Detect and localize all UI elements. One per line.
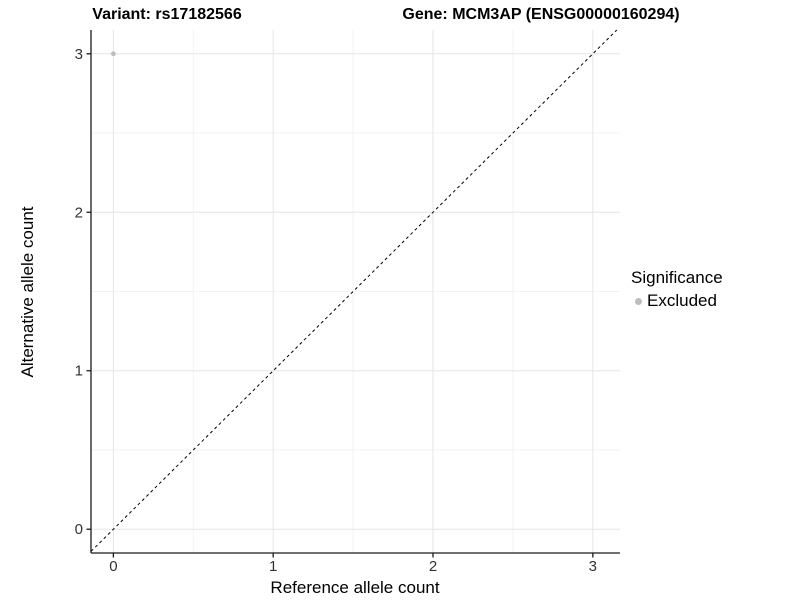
x-tick-label: 3 — [589, 558, 597, 575]
legend-key-dot-icon — [635, 297, 642, 305]
y-tick-label: 0 — [75, 521, 83, 538]
legend: Significance Excluded — [631, 268, 723, 311]
identity-reference-line — [90, 29, 618, 552]
y-axis-title: Alternative allele count — [18, 206, 37, 378]
x-tick-label: 0 — [109, 558, 117, 575]
plot-title-variant: Variant: rs17182566 — [92, 6, 242, 23]
legend-item-excluded: Excluded — [631, 291, 723, 311]
y-tick-label: 2 — [75, 204, 83, 221]
legend-title: Significance — [631, 268, 723, 287]
plot-title-gene: Gene: MCM3AP (ENSG00000160294) — [402, 6, 680, 23]
legend-item-label: Excluded — [647, 291, 717, 310]
data-point — [110, 51, 116, 57]
x-tick-label: 2 — [429, 558, 437, 575]
x-axis-title: Reference allele count — [270, 578, 440, 597]
y-tick-label: 1 — [75, 363, 83, 380]
x-tick-label: 1 — [269, 558, 277, 575]
y-tick-label: 3 — [75, 46, 83, 63]
